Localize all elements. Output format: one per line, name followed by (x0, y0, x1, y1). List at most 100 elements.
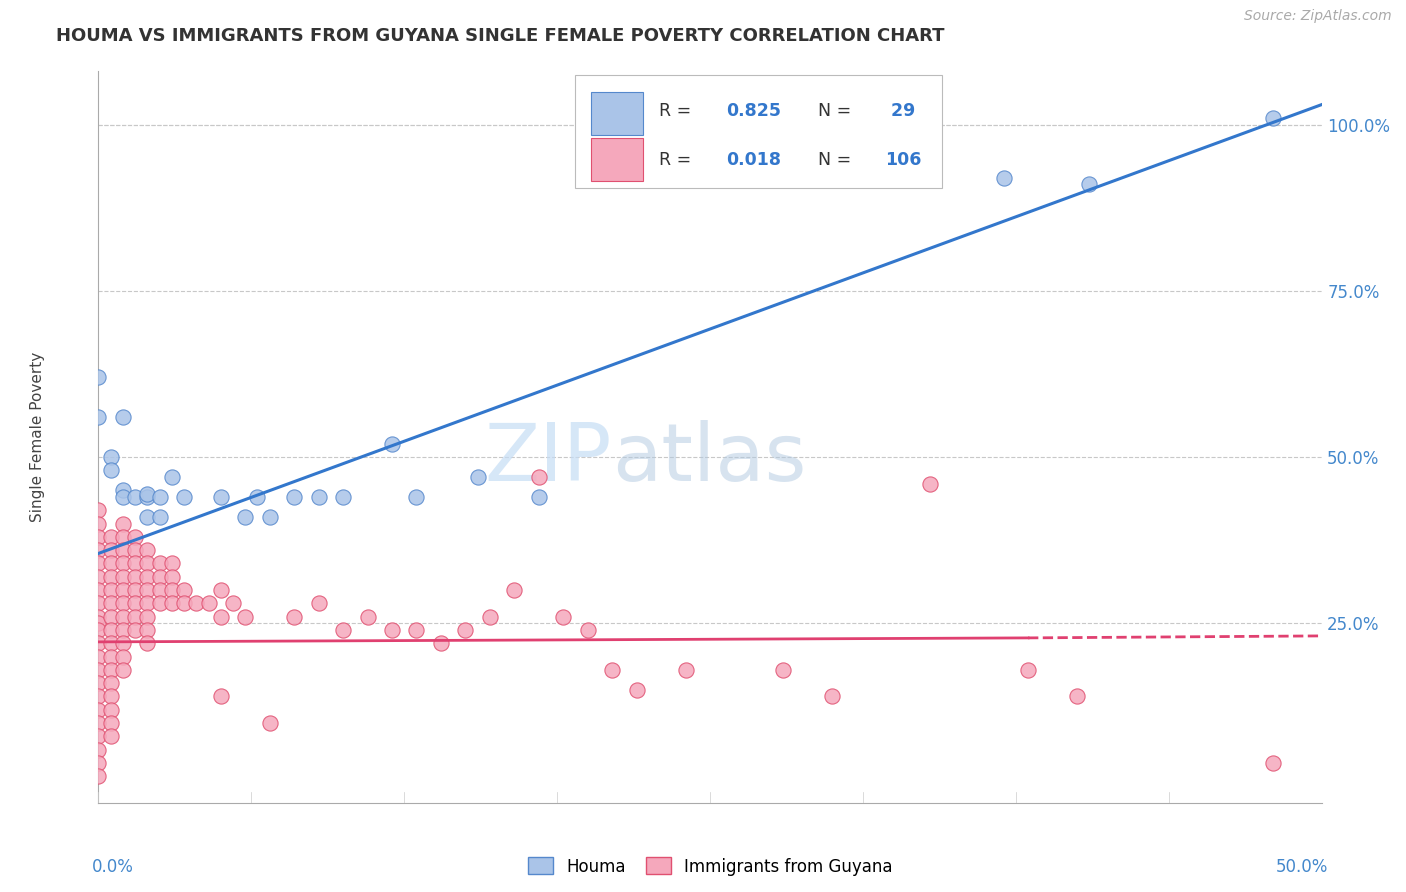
Point (1078, 178, 1101, 192)
Text: ZIP: ZIP (485, 420, 612, 498)
Point (149, 596, 172, 610)
Point (209, 582, 232, 597)
Point (111, 582, 134, 597)
Point (173, 490, 195, 504)
Point (87, 623, 110, 637)
Point (160, 582, 183, 597)
Point (160, 570, 183, 584)
Point (111, 410, 134, 425)
Point (136, 543, 159, 558)
Point (149, 582, 172, 597)
Point (467, 470, 489, 484)
Point (111, 636, 134, 650)
Text: 106: 106 (884, 151, 921, 169)
Point (100, 596, 122, 610)
Point (111, 543, 134, 558)
Point (149, 490, 172, 504)
Point (478, 609, 501, 624)
Point (87, 703, 110, 717)
Point (87, 582, 110, 597)
Point (111, 609, 134, 624)
Point (1066, 690, 1088, 704)
Point (100, 463, 122, 477)
Point (87, 410, 110, 425)
Point (124, 557, 146, 571)
Text: HOUMA VS IMMIGRANTS FROM GUYANA SINGLE FEMALE POVERTY CORRELATION CHART: HOUMA VS IMMIGRANTS FROM GUYANA SINGLE F… (56, 27, 945, 45)
Point (993, 170, 1015, 185)
FancyBboxPatch shape (592, 137, 643, 181)
Point (259, 716, 281, 731)
Point (149, 557, 172, 571)
Point (111, 663, 134, 677)
Point (100, 557, 122, 571)
Point (160, 470, 183, 484)
Point (503, 582, 526, 597)
Point (87, 530, 110, 544)
Point (87, 769, 110, 783)
Point (100, 543, 122, 558)
Point (527, 490, 550, 504)
Point (576, 623, 599, 637)
Point (87, 663, 110, 677)
Point (111, 557, 134, 571)
Point (111, 570, 134, 584)
Point (87, 609, 110, 624)
Text: Single Female Poverty: Single Female Poverty (30, 352, 45, 522)
Point (308, 490, 330, 504)
Point (149, 570, 172, 584)
Text: R =: R = (658, 103, 696, 120)
Text: N =: N = (818, 103, 856, 120)
Point (100, 663, 122, 677)
Point (454, 623, 477, 637)
Point (197, 596, 219, 610)
Point (87, 729, 110, 743)
Point (209, 690, 232, 704)
Point (1261, 756, 1284, 770)
Point (173, 596, 195, 610)
Point (136, 636, 159, 650)
Point (136, 557, 159, 571)
Point (87, 636, 110, 650)
Point (246, 490, 269, 504)
Text: N =: N = (818, 151, 856, 169)
Point (100, 716, 122, 731)
Point (821, 690, 844, 704)
Point (283, 609, 305, 624)
Point (527, 470, 550, 484)
Point (111, 530, 134, 544)
Point (124, 623, 146, 637)
Point (209, 609, 232, 624)
Point (283, 490, 305, 504)
Point (160, 596, 183, 610)
Point (136, 486, 159, 500)
Point (136, 582, 159, 597)
FancyBboxPatch shape (592, 92, 643, 136)
Point (111, 483, 134, 498)
Point (920, 476, 942, 491)
Point (100, 729, 122, 743)
Point (87, 742, 110, 756)
Text: R =: R = (658, 151, 696, 169)
Point (124, 609, 146, 624)
Point (124, 530, 146, 544)
Point (149, 509, 172, 524)
Point (600, 663, 623, 677)
Point (626, 682, 648, 697)
Point (675, 663, 697, 677)
Point (124, 596, 146, 610)
Point (87, 503, 110, 517)
Text: Source: ZipAtlas.com: Source: ZipAtlas.com (1244, 9, 1392, 23)
FancyBboxPatch shape (575, 75, 942, 188)
Point (100, 570, 122, 584)
Point (405, 623, 427, 637)
Point (124, 543, 146, 558)
Point (87, 557, 110, 571)
Point (136, 570, 159, 584)
Point (160, 557, 183, 571)
Point (100, 530, 122, 544)
Text: 29: 29 (884, 103, 915, 120)
Point (87, 649, 110, 664)
Text: 0.018: 0.018 (725, 151, 780, 169)
Point (173, 582, 195, 597)
Point (136, 609, 159, 624)
